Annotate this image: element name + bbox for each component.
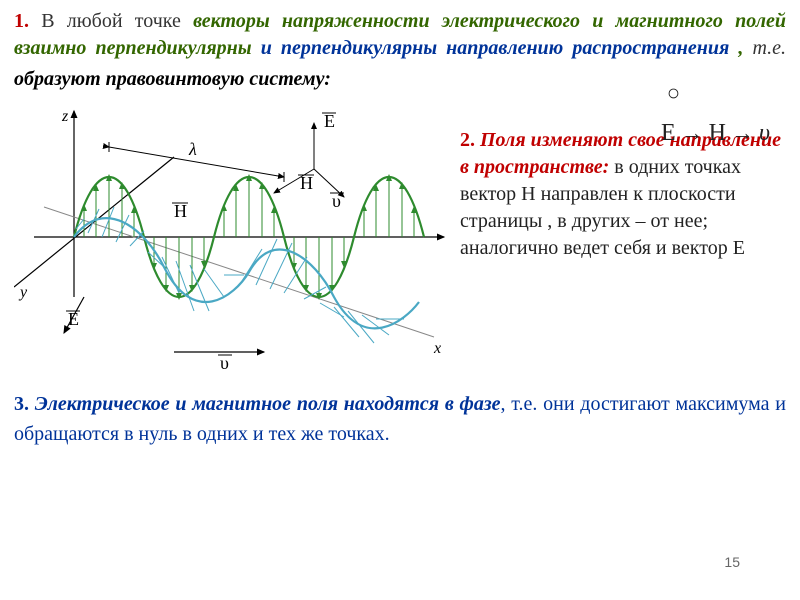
point-1-text: 1. В любой точке векторы напряженности э…: [14, 8, 786, 62]
symbol-H: H: [521, 183, 535, 205]
svg-text:E: E: [324, 111, 335, 131]
point-1-blue: и перпендикулярны направлению распростра…: [252, 37, 739, 59]
symbol-E: E: [733, 237, 745, 259]
svg-text:H: H: [174, 201, 187, 221]
formula-EHv: E → H → υ: [661, 120, 770, 147]
formula-circle: ○: [667, 80, 680, 106]
point-1-comma: ,: [738, 37, 752, 59]
point-3-text: 3. Электрическое и магнитное поля находя…: [14, 389, 786, 449]
formula-E: E: [661, 120, 676, 146]
formula-H: H: [709, 120, 726, 146]
point-1-number: 1.: [14, 10, 29, 32]
svg-text:x: x: [433, 340, 441, 357]
svg-text:z: z: [61, 108, 69, 125]
page-number: 15: [724, 554, 740, 570]
em-wave-diagram: y z x: [14, 97, 454, 377]
slide-container: 1. В любой точке векторы напряженности э…: [0, 0, 800, 600]
point-3-number: 3.: [14, 393, 35, 415]
point-1-te: т.е.: [752, 37, 786, 59]
arrow-icon: →: [726, 120, 759, 145]
arrow-icon: →: [676, 120, 709, 145]
point-2-number: 2.: [460, 129, 480, 151]
svg-text:υ: υ: [332, 191, 341, 211]
point-1-lead: В любой точке: [29, 10, 193, 32]
svg-text:y: y: [18, 284, 28, 301]
point-3-highlight: Электрическое и магнитное поля находятся…: [35, 393, 501, 415]
svg-text:E: E: [68, 309, 79, 329]
svg-text:υ: υ: [220, 353, 229, 373]
svg-text:λ: λ: [188, 139, 197, 159]
formula-v: υ: [759, 120, 770, 146]
